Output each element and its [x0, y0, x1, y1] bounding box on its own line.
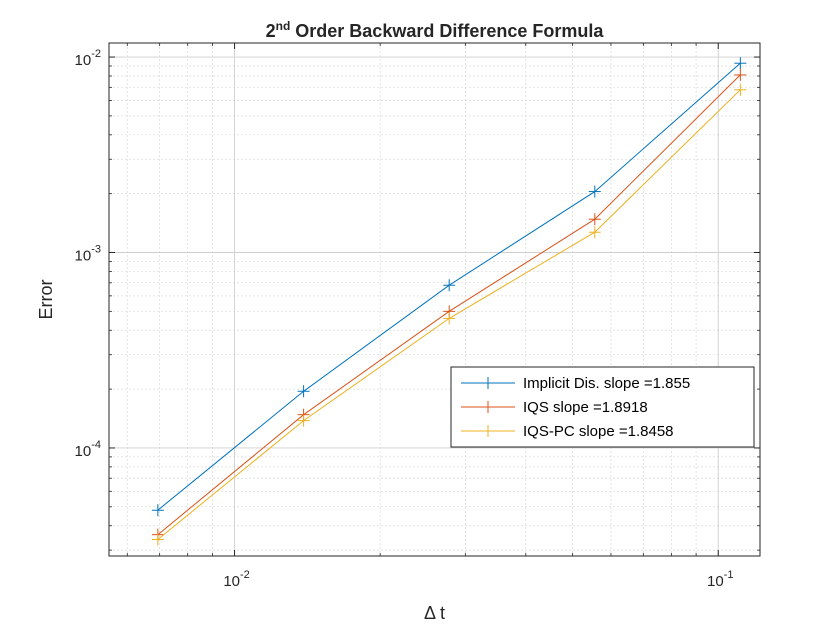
axes: [108, 42, 761, 557]
series-marker: [734, 57, 747, 70]
legend-item: IQS-PC slope =1.8458: [461, 423, 674, 440]
series-marker: [734, 83, 747, 96]
y-tick-label: 10-2: [75, 48, 101, 69]
series-marker: [588, 226, 601, 239]
series-marker: [588, 185, 601, 198]
chart-title-rest: Order Backward Difference Formula: [290, 21, 604, 41]
series-marker: [297, 385, 310, 398]
series-3: [151, 83, 747, 546]
minor-grid: [109, 43, 760, 556]
y-tick-label: 10-3: [75, 243, 101, 264]
y-tick-label-base: 10: [75, 52, 92, 69]
x-axis-label: Δ t: [424, 603, 445, 623]
series-1: [151, 57, 747, 517]
x-tick-label: 10-2: [223, 569, 249, 590]
x-tick-label-base: 10: [223, 573, 240, 590]
y-tick-label-exponent: -3: [91, 243, 101, 255]
tick-labels: 10-2 10-110-410-310-2: [75, 48, 734, 590]
series-marker: [151, 504, 164, 517]
legend-label: IQS slope =1.8918: [523, 399, 648, 416]
legend: Implicit Dis. slope =1.855 IQS slope =1.8…: [450, 366, 755, 448]
y-tick-label-exponent: -4: [91, 439, 101, 451]
chart-title: 2nd Order Backward Difference Formula: [266, 19, 605, 41]
x-tick-label-exponent: -2: [240, 569, 250, 581]
y-tick-label-base: 10: [75, 247, 92, 264]
major-grid: [109, 43, 760, 556]
x-tick-label-base: 10: [707, 573, 724, 590]
legend-item: IQS slope =1.8918: [461, 399, 648, 416]
y-tick-label: 10-4: [75, 439, 101, 460]
series-layer: [151, 57, 747, 546]
x-tick-label: 10-1: [707, 569, 733, 590]
y-tick-label-exponent: -2: [91, 48, 101, 60]
series-marker: [151, 533, 164, 546]
legend-label: IQS-PC slope =1.8458: [523, 423, 674, 440]
chart-title-superscript: nd: [276, 19, 291, 33]
legend-item: Implicit Dis. slope =1.855: [461, 375, 690, 392]
series-marker: [734, 68, 747, 81]
y-axis-label: Error: [36, 279, 56, 319]
chart-title-base: 2: [266, 21, 276, 41]
series-marker: [297, 414, 310, 427]
axes-box: [108, 42, 761, 557]
series-marker: [443, 312, 456, 325]
series-marker: [443, 279, 456, 292]
x-tick-label-exponent: -1: [724, 569, 734, 581]
series-marker: [588, 213, 601, 226]
legend-label: Implicit Dis. slope =1.855: [523, 375, 690, 392]
y-tick-label-base: 10: [75, 443, 92, 460]
plot-area: [109, 43, 760, 556]
